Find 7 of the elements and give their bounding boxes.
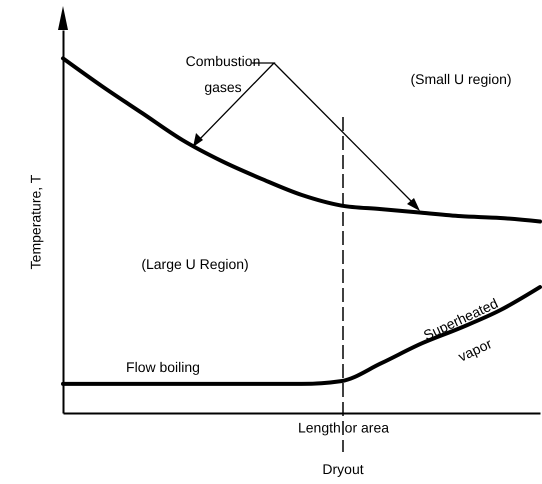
annotation: (Large U Region) (141, 256, 249, 272)
y-axis-title: Temperature, T (28, 174, 44, 270)
annotation: Combustion gases (186, 53, 260, 95)
x-axis-title: Length or area (298, 420, 390, 436)
annotation: (Small U region) (410, 71, 512, 87)
annotation: Flow boiling (126, 359, 200, 375)
text: Dryout (322, 461, 364, 477)
